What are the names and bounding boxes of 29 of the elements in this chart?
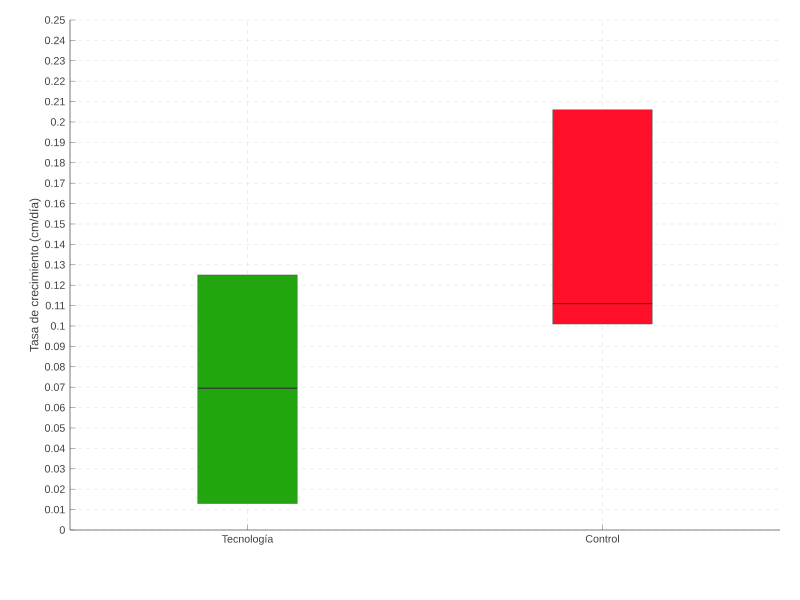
y-tick-label: 0.2 — [50, 118, 65, 126]
y-tick-label: 0.1 — [50, 322, 65, 330]
y-tick-label: 0.08 — [44, 363, 65, 371]
y-tick-label: 0.02 — [44, 485, 65, 493]
y-tick-label: 0.23 — [44, 57, 65, 65]
y-tick-label: 0.01 — [44, 506, 65, 514]
y-tick-label: 0.17 — [44, 179, 65, 187]
y-tick-label: 0.24 — [44, 36, 65, 44]
y-tick-label: 0 — [60, 526, 65, 534]
y-tick-label: 0.25 — [44, 16, 65, 24]
x-tick-label: Control — [586, 534, 619, 543]
y-tick-label: 0.05 — [44, 424, 65, 432]
y-tick-label: 0.22 — [44, 77, 65, 85]
y-tick-label: 0.04 — [44, 444, 65, 452]
y-tick-label: 0.21 — [44, 98, 65, 106]
y-tick-label: 0.13 — [44, 261, 65, 269]
y-tick-label: 0.18 — [44, 159, 65, 167]
y-tick-label: 0.14 — [44, 240, 65, 248]
y-tick-label: 0.07 — [44, 383, 65, 391]
y-tick-label: 0.11 — [46, 302, 65, 310]
y-tick-label: 0.06 — [44, 404, 65, 412]
y-tick-label: 0.19 — [44, 138, 65, 146]
y-tick-label: 0.12 — [44, 281, 65, 289]
y-tick-label: 0.15 — [44, 220, 65, 228]
y-tick-label: 0.09 — [44, 342, 65, 350]
y-axis-title: Tasa de crecimiento (cm/día) — [29, 198, 41, 352]
x-tick-label: Tecnología — [222, 534, 274, 545]
y-tick-label: 0.03 — [44, 465, 65, 473]
y-tick-label: 0.16 — [44, 200, 65, 208]
